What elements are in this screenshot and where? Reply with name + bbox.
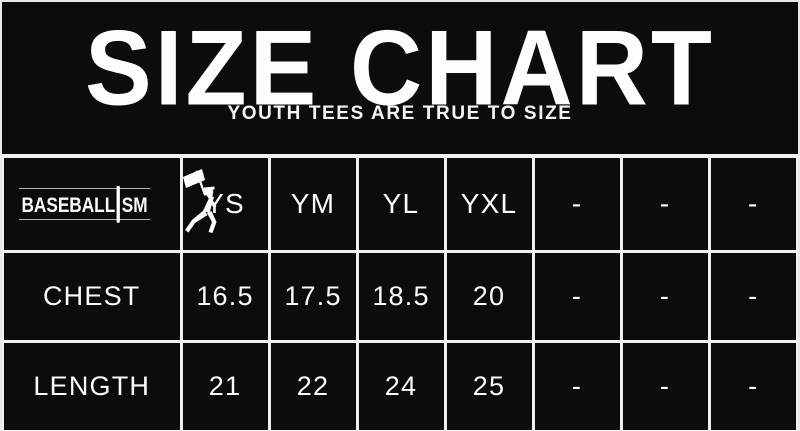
size-column-header: YXL — [443, 154, 535, 253]
size-column-header: YL — [355, 154, 447, 253]
length-value: 22 — [267, 339, 359, 431]
baseball-bat-icon — [116, 185, 121, 223]
length-value-empty: - — [707, 339, 798, 431]
length-value-empty: - — [619, 339, 711, 431]
size-table: BASEBALL SM — [2, 154, 798, 431]
chest-value: 16.5 — [179, 249, 271, 343]
length-value: 21 — [179, 339, 271, 431]
chest-row: CHEST 16.5 17.5 18.5 20 - - - — [2, 249, 798, 343]
brand-text-left: BASEBALL — [21, 193, 116, 217]
brand-wordmark: BASEBALL SM — [19, 185, 151, 223]
page-subtitle: YOUTH TEES ARE TRUE TO SIZE — [227, 103, 573, 124]
row-label-chest: CHEST — [2, 249, 183, 343]
chest-value-empty: - — [619, 249, 711, 343]
length-value: 25 — [443, 339, 535, 431]
size-column-header: YM — [267, 154, 359, 253]
row-label-length: LENGTH — [2, 339, 183, 431]
chest-value: 17.5 — [267, 249, 359, 343]
length-row: LENGTH 21 22 24 25 - - - — [2, 339, 798, 431]
length-value: 24 — [355, 339, 447, 431]
length-value-empty: - — [531, 339, 623, 431]
page-title: SIZE CHART — [85, 8, 715, 129]
brand-text-right: SM — [121, 193, 148, 217]
chest-value-empty: - — [707, 249, 798, 343]
chest-value: 20 — [443, 249, 535, 343]
baseballism-logo: BASEBALL SM — [4, 168, 217, 235]
table-header-row: BASEBALL SM — [2, 154, 798, 253]
size-column-header-empty: - — [531, 154, 623, 253]
size-column-header: YS — [179, 154, 271, 253]
chest-value: 18.5 — [355, 249, 447, 343]
title-block: SIZE CHART YOUTH TEES ARE TRUE TO SIZE — [2, 2, 798, 154]
size-column-header-empty: - — [707, 154, 798, 253]
logo-cell: BASEBALL SM — [2, 154, 217, 253]
size-column-header-empty: - — [619, 154, 711, 253]
chest-value-empty: - — [531, 249, 623, 343]
